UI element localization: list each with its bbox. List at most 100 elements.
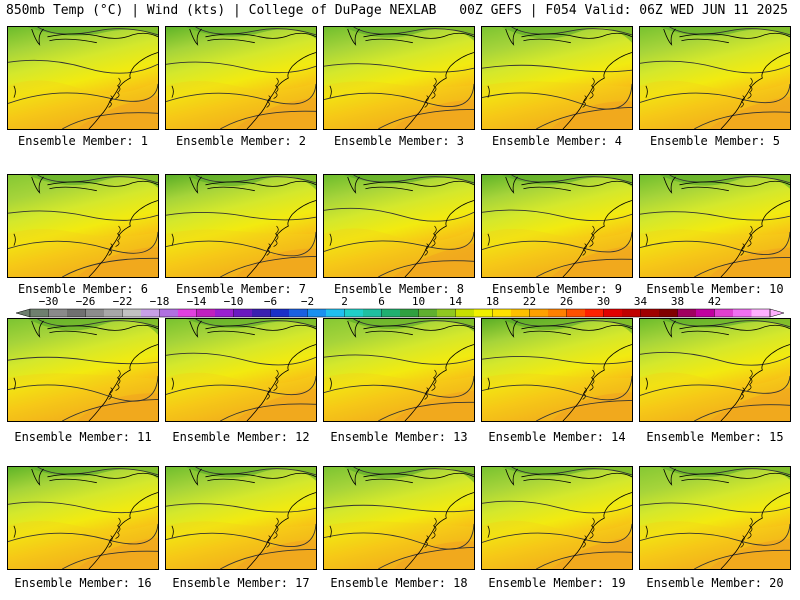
colorbar-swatch <box>252 309 271 317</box>
ensemble-member-label: Ensemble Member: 19 <box>488 576 626 590</box>
colorbar-swatch <box>215 309 234 317</box>
colorbar-swatch <box>233 309 253 317</box>
ensemble-member-label: Ensemble Member: 2 <box>175 134 307 148</box>
colorbar-swatch <box>714 309 734 317</box>
colorbar-tick-label: −6 <box>264 295 277 308</box>
ensemble-member-label: Ensemble Member: 15 <box>646 430 784 444</box>
colorbar-swatch <box>548 309 567 317</box>
colorbar-swatch <box>492 309 512 317</box>
colorbar-swatch <box>603 309 623 317</box>
temperature-colorbar: −30 −26 −22 −18 −14 −10 −6 −2 2 6 10 14 18 22 26 30 34 38… <box>15 295 785 318</box>
ensemble-member-label: Ensemble Member: 18 <box>330 576 468 590</box>
ensemble-map-panel <box>323 318 475 422</box>
colorbar-tick-label: −2 <box>301 295 314 308</box>
colorbar-tick-label: 38 <box>671 295 684 308</box>
ensemble-map-panel <box>323 174 475 278</box>
colorbar-swatch <box>437 309 456 317</box>
ensemble-member-label: Ensemble Member: 7 <box>175 282 307 296</box>
colorbar-swatch <box>67 309 86 317</box>
colorbar-swatch <box>640 309 660 317</box>
colorbar-tick-label: 30 <box>597 295 610 308</box>
ensemble-member-label: Ensemble Member: 10 <box>646 282 784 296</box>
ensemble-map-panel <box>165 318 317 422</box>
ensemble-map-panel <box>7 466 159 570</box>
colorbar-swatch <box>122 309 142 317</box>
colorbar-tick-label: 6 <box>378 295 385 308</box>
colorbar-tick-label: −26 <box>76 295 96 308</box>
colorbar-swatch <box>696 309 715 317</box>
colorbar-tick-label: 26 <box>560 295 573 308</box>
colorbar-swatch <box>307 309 327 317</box>
ensemble-map-panel <box>639 466 791 570</box>
colorbar-swatch <box>474 309 493 317</box>
colorbar-tick-label: −14 <box>187 295 207 308</box>
ensemble-member-label: Ensemble Member: 16 <box>14 576 152 590</box>
colorbar-tick-label: 42 <box>708 295 721 308</box>
colorbar-tick-label: −22 <box>113 295 133 308</box>
colorbar-swatch <box>85 309 105 317</box>
colorbar-swatch <box>659 309 678 317</box>
valid-time: 00Z GEFS | F054 Valid: 06Z WED JUN 11 20… <box>459 3 788 18</box>
ensemble-member-label: Ensemble Member: 5 <box>649 134 781 148</box>
ensemble-member-label: Ensemble Member: 11 <box>14 430 152 444</box>
ensemble-map-panel <box>639 26 791 130</box>
colorbar-swatch <box>159 309 179 317</box>
ensemble-map-panel <box>323 26 475 130</box>
colorbar-swatch <box>751 309 771 317</box>
colorbar-swatch <box>529 309 549 317</box>
ensemble-member-label: Ensemble Member: 20 <box>646 576 784 590</box>
colorbar-tick-label: −10 <box>224 295 244 308</box>
colorbar-swatch <box>400 309 419 317</box>
colorbar-arrow-low <box>15 308 31 318</box>
colorbar-swatch <box>566 309 586 317</box>
colorbar-tick-label: 34 <box>634 295 648 308</box>
ensemble-map-panel <box>639 174 791 278</box>
colorbar-swatch <box>363 309 382 317</box>
colorbar-tick-label: 10 <box>412 295 425 308</box>
colorbar-swatch <box>326 309 345 317</box>
colorbar-tick-label: −30 <box>39 295 59 308</box>
ensemble-member-label: Ensemble Member: 12 <box>172 430 310 444</box>
ensemble-map-panel <box>7 26 159 130</box>
colorbar-tick-label: 2 <box>341 295 348 308</box>
colorbar-swatch <box>104 309 123 317</box>
colorbar-swatch <box>511 309 530 317</box>
colorbar-swatch <box>289 309 308 317</box>
ensemble-member-label: Ensemble Member: 6 <box>17 282 149 296</box>
ensemble-member-label: Ensemble Member: 8 <box>333 282 465 296</box>
colorbar-swatch <box>381 309 401 317</box>
colorbar-swatch <box>455 309 475 317</box>
colorbar-tick-label: 14 <box>449 295 463 308</box>
colorbar-swatch <box>344 309 364 317</box>
ensemble-map-panel <box>481 26 633 130</box>
ensemble-member-label: Ensemble Member: 13 <box>330 430 468 444</box>
colorbar-swatch <box>196 309 216 317</box>
colorbar-swatch <box>141 309 160 317</box>
colorbar-swatch <box>418 309 438 317</box>
ensemble-member-label: Ensemble Member: 4 <box>491 134 623 148</box>
colorbar-swatch <box>48 309 68 317</box>
colorbar-swatch <box>733 309 752 317</box>
colorbar-swatch <box>585 309 604 317</box>
ensemble-map-panel <box>7 318 159 422</box>
ensemble-map-panel <box>165 174 317 278</box>
ensemble-member-label: Ensemble Member: 14 <box>488 430 626 444</box>
colorbar-swatch <box>677 309 697 317</box>
colorbar-tick-label: 22 <box>523 295 536 308</box>
colorbar-swatch <box>178 309 197 317</box>
ensemble-member-label: Ensemble Member: 9 <box>491 282 623 296</box>
colorbar-swatch <box>270 309 290 317</box>
ensemble-map-panel <box>481 174 633 278</box>
ensemble-map-panel <box>165 466 317 570</box>
ensemble-member-label: Ensemble Member: 17 <box>172 576 310 590</box>
ensemble-map-panel <box>481 318 633 422</box>
ensemble-map-panel <box>165 26 317 130</box>
colorbar-tick-label: 18 <box>486 295 499 308</box>
colorbar-tick-label: −18 <box>150 295 170 308</box>
ensemble-map-panel <box>7 174 159 278</box>
colorbar-swatch <box>30 309 49 317</box>
colorbar-arrow-high <box>769 308 785 318</box>
ensemble-member-label: Ensemble Member: 1 <box>17 134 149 148</box>
ensemble-map-panel <box>639 318 791 422</box>
ensemble-member-label: Ensemble Member: 3 <box>333 134 465 148</box>
